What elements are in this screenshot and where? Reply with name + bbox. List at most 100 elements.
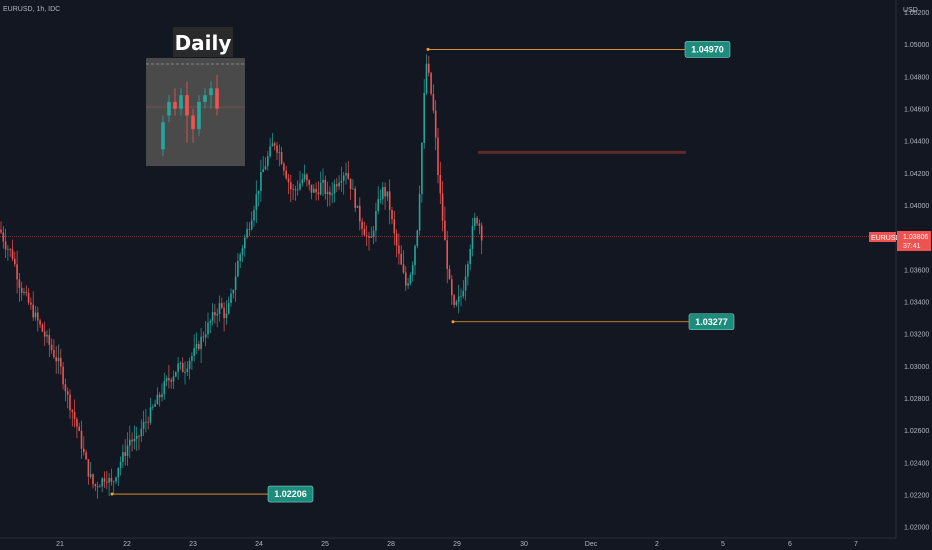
- symbol-info-header[interactable]: EURUSD, 1h, IDC: [3, 6, 60, 13]
- candle-body: [446, 240, 448, 270]
- candle-body: [439, 174, 442, 194]
- candle-body: [216, 314, 218, 316]
- candle-body: [299, 183, 301, 190]
- level-label-bg[interactable]: [684, 41, 731, 58]
- time-tick-label: 6: [788, 541, 792, 548]
- candle-body: [32, 304, 34, 318]
- candle-body: [53, 349, 55, 358]
- overlays-layer: 1.04970 1.03277 1.02206: [0, 41, 896, 503]
- candle-body: [112, 481, 115, 483]
- level-label-bg[interactable]: [267, 485, 314, 503]
- candle-body: [409, 274, 412, 284]
- candle-body: [407, 283, 409, 286]
- candle-body: [60, 357, 62, 367]
- candle-body: [469, 248, 471, 265]
- candle-body: [248, 229, 251, 230]
- candle-body: [398, 245, 400, 254]
- candle-body: [285, 170, 287, 179]
- price-tick-label: 1.03600: [904, 267, 929, 274]
- candle-body: [126, 445, 129, 456]
- candle-body: [382, 187, 384, 200]
- price-tick-label: 1.04000: [904, 203, 929, 210]
- candle-body: [432, 93, 435, 111]
- candle-body: [106, 481, 108, 483]
- candle-body: [464, 276, 467, 291]
- candle-body: [372, 230, 375, 237]
- candle-body: [301, 179, 304, 184]
- candle-body: [262, 169, 264, 172]
- candle-body: [414, 245, 416, 266]
- candle-body: [250, 220, 253, 230]
- candle-body: [188, 360, 191, 369]
- candle-body: [333, 184, 336, 194]
- candle-body: [177, 363, 179, 372]
- candle-body: [223, 307, 225, 319]
- candle-body: [99, 486, 101, 488]
- time-tick-label: Dec: [585, 541, 598, 548]
- candle-body: [460, 296, 462, 298]
- candle-body: [27, 292, 30, 303]
- candle-body: [345, 173, 347, 176]
- candle-body: [451, 279, 453, 296]
- candle-body: [457, 296, 460, 302]
- candle-body: [62, 366, 64, 385]
- candle-body: [280, 152, 283, 164]
- candle-body: [211, 312, 214, 321]
- time-tick-label: 23: [189, 541, 197, 548]
- daily-candle-body: [203, 95, 207, 102]
- price-tick-label: 1.02400: [904, 460, 929, 467]
- candle-body: [271, 143, 274, 147]
- candle-body: [340, 180, 343, 183]
- candle-body: [119, 461, 122, 468]
- candle-body: [0, 229, 2, 233]
- candle-body: [400, 253, 402, 265]
- candle-body: [46, 334, 48, 337]
- candle-body: [257, 190, 260, 195]
- candle-body: [471, 225, 474, 249]
- candle-body: [239, 254, 241, 261]
- level-label-bg[interactable]: [688, 313, 735, 331]
- candle-body: [161, 394, 163, 398]
- candle-body: [57, 357, 60, 362]
- candle-body: [395, 233, 398, 246]
- candle-body: [165, 377, 168, 382]
- price-tick-label: 1.04600: [904, 106, 929, 113]
- price-tick-label: 1.02000: [904, 525, 929, 532]
- candle-body: [18, 279, 21, 288]
- level-anchor: [451, 320, 455, 324]
- candle-body: [202, 336, 205, 338]
- candle-body: [11, 249, 14, 259]
- candle-body: [237, 260, 239, 277]
- badge-price: 1.03806: [903, 234, 928, 241]
- candle-body: [283, 163, 285, 171]
- candle-body: [152, 406, 154, 408]
- price-tick-label: 1.03200: [904, 332, 929, 339]
- candle-body: [448, 269, 451, 280]
- time-axis[interactable]: 21 22 23 24 25 28 29 30 Dec 2 5 6 7: [56, 541, 858, 548]
- candle-body: [37, 312, 39, 321]
- candle-body: [246, 229, 248, 238]
- candle-body: [310, 184, 313, 193]
- level-label: 1.03277: [695, 317, 728, 327]
- candle-body: [273, 143, 276, 146]
- candle-body: [195, 343, 198, 349]
- candle-body: [322, 179, 324, 183]
- candle-body: [418, 194, 421, 231]
- time-tick-label: 2: [655, 541, 659, 548]
- candle-body: [462, 290, 465, 297]
- candle-body: [478, 223, 481, 226]
- candle-body: [209, 320, 212, 323]
- current-price-badge: EURUSD 1.03806 37:41: [869, 231, 931, 251]
- candle-body: [290, 182, 292, 190]
- price-tick-label: 1.02800: [904, 396, 929, 403]
- candle-body: [306, 174, 308, 181]
- price-tick-label: 1.02200: [904, 493, 929, 500]
- candle-body: [388, 191, 391, 211]
- candle-body: [131, 439, 133, 442]
- candle-body: [437, 137, 439, 175]
- candle-body: [64, 384, 67, 392]
- candle-body: [193, 348, 195, 356]
- price-tick-label: 1.04400: [904, 139, 929, 146]
